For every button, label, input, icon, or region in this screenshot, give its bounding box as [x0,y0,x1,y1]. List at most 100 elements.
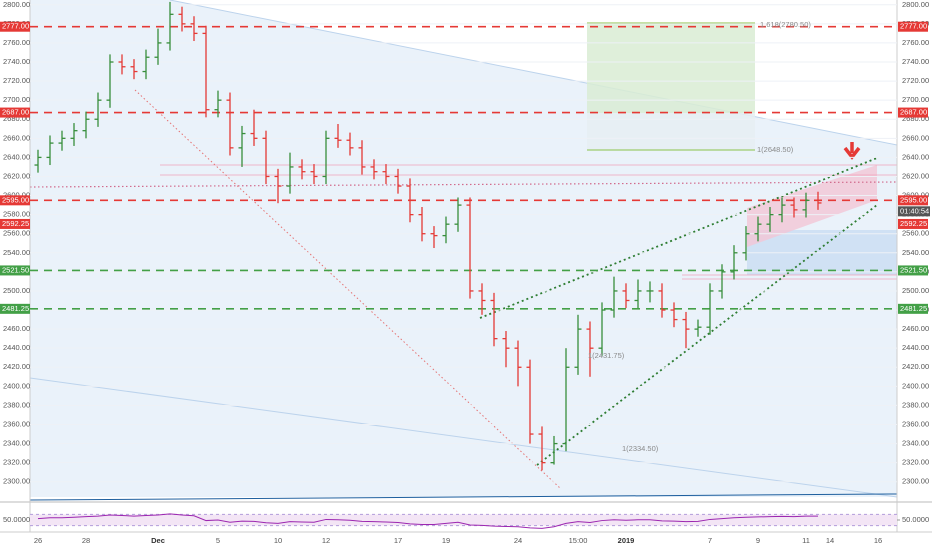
y-tick-label: 2540.00 [902,248,929,257]
y-tick-label: 2800.00 [3,0,30,9]
countdown: 01:40:54 [900,206,929,215]
annotation: 1(2648.50) [757,145,794,154]
countdown-bg [898,206,930,217]
x-tick-label: 16 [874,536,882,545]
y-tick-label: 2400.00 [902,381,929,390]
level-tag-bg [898,265,928,276]
y-tick-label: 2360.00 [3,419,30,428]
y-tick-label: 2320.00 [902,458,929,467]
last-price-tag-bg [898,218,928,229]
level-tag: 2595.00 [900,195,927,204]
level-tag-bg [0,303,30,314]
level-tag-bg [0,107,30,118]
y-tick-label: 2640.00 [3,152,30,161]
y-tick-label: 2660.00 [902,133,929,142]
y-tick-label: 2700.00 [902,95,929,104]
channel-bottom [29,377,898,498]
x-tick-label: 9 [756,536,760,545]
y-tick-label: 2660.00 [3,133,30,142]
base-line [29,493,898,501]
y-tick-label: 2460.00 [3,324,30,333]
x-tick-label: 11 [802,536,810,545]
y-tick-label: 2440.00 [3,343,30,352]
y-tick-label: 2340.00 [3,439,30,448]
level-tag: 2521.50 [2,265,29,274]
level-tag-bg [0,195,30,206]
y-tick-label: 2600.00 [902,191,929,200]
y-tick-label: 2600.00 [3,191,30,200]
y-tick-label: 2720.00 [3,76,30,85]
x-tick-label: 19 [442,536,450,545]
y-tick-label: 2300.00 [3,477,30,486]
rsi-tick-label: 50.0000 [3,515,30,524]
level-tag: 2595.00 [2,195,29,204]
y-tick-label: 2680.00 [902,114,929,123]
level-tag: 2521.50 [900,265,927,274]
y-tick-label: 2360.00 [902,419,929,428]
y-tick-label: 2500.00 [902,286,929,295]
x-tick-label: 14 [826,536,834,545]
x-tick-label: 15:00 [569,536,588,545]
level-tag-bg [898,195,928,206]
annotation: 1.618(2780.50) [760,20,811,29]
y-tick-label: 2760.00 [902,38,929,47]
wedge-zone [747,165,877,247]
y-tick-label: 2560.00 [3,229,30,238]
y-tick-label: 2340.00 [902,439,929,448]
last-price-tag: 2592.25 [900,219,927,228]
y-tick-label: 2720.00 [902,76,929,85]
y-tick-label: 2620.00 [3,171,30,180]
y-tick-label: 2320.00 [3,458,30,467]
level-tag: 2481.25 [900,304,927,313]
level-tag-bg [898,21,928,32]
y-tick-label: 2640.00 [902,152,929,161]
y-tick-label: 2700.00 [3,95,30,104]
y-tick-label: 2440.00 [902,343,929,352]
level-tag-bg [0,21,30,32]
x-tick-label: 2019 [618,536,635,545]
drawings [29,0,898,501]
level-tag: 2687.00 [2,108,29,117]
y-tick-label: 2740.00 [3,57,30,66]
level-tag: 2777.00 [2,22,29,31]
x-tick-label: Dec [151,536,165,545]
dotted-trend [134,89,561,489]
x-tick-label: 5 [216,536,220,545]
level-tag: 2777.00 [900,22,927,31]
rsi-tick-label: 50.0000 [902,515,929,524]
y-tick-label: 2760.00 [3,38,30,47]
y-tick-label: 2740.00 [902,57,929,66]
level-tag-bg [898,107,928,118]
x-tick-label: 12 [322,536,330,545]
y-tick-label: 2400.00 [3,381,30,390]
x-tick-label: 24 [514,536,522,545]
x-tick-label: 28 [82,536,90,545]
level-tag: 2687.00 [900,108,927,117]
y-tick-label: 2380.00 [3,400,30,409]
x-tick-label: 26 [34,536,42,545]
y-tick-label: 2560.00 [902,229,929,238]
x-tick-label: 10 [274,536,282,545]
y-tick-label: 2420.00 [902,362,929,371]
target-box-lower [587,113,755,150]
dotted-level [29,181,898,188]
level-tag-bg [0,265,30,276]
y-tick-label: 2300.00 [902,477,929,486]
y-tick-label: 2460.00 [902,324,929,333]
x-tick-label: 17 [394,536,402,545]
annotation: 1(2431.75) [588,351,625,360]
rsi-band [30,514,897,526]
level-tag: 2481.25 [2,304,29,313]
y-tick-label: 2680.00 [3,114,30,123]
last-price-tag: 2592.25 [2,219,29,228]
annotation: 1(2334.50) [622,444,659,453]
rsi-line [37,513,818,529]
last-price-tag-bg [0,218,30,229]
y-tick-label: 2500.00 [3,286,30,295]
wedge-lower [536,204,878,466]
level-tag-bg [898,303,928,314]
y-tick-label: 2800.00 [902,0,929,9]
y-tick-label: 2420.00 [3,362,30,371]
y-tick-label: 2580.00 [3,210,30,219]
